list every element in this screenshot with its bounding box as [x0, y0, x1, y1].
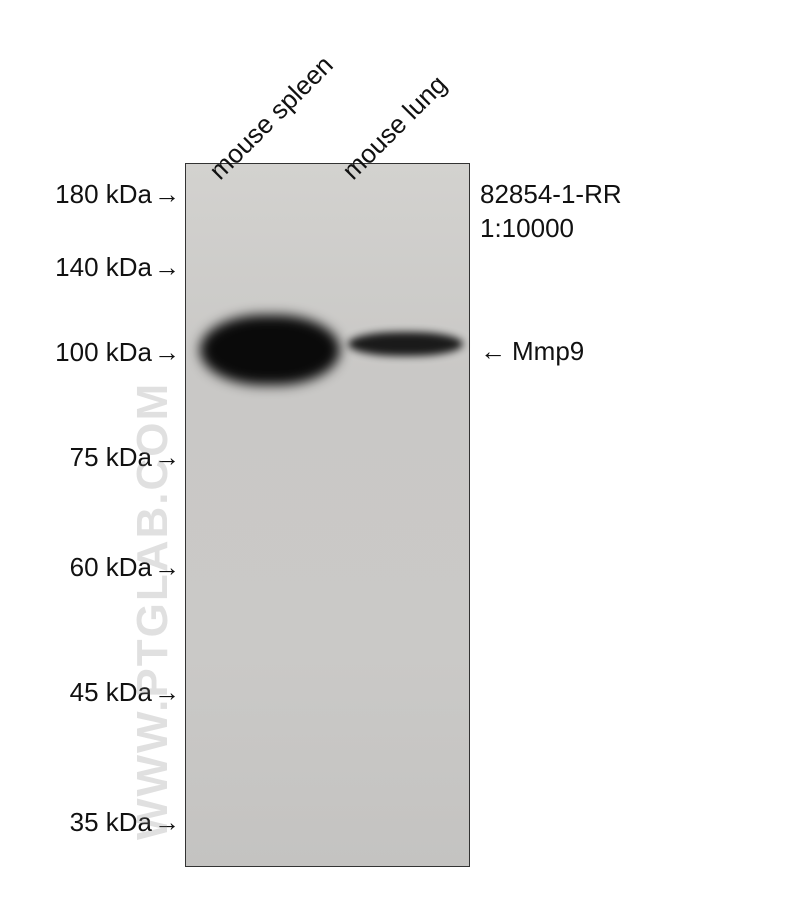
mw-text: 45 kDa — [70, 677, 152, 707]
arrow-left-icon: ← — [480, 336, 506, 367]
western-blot-figure: mouse spleen mouse lung 180 kDa→ 140 kDa… — [0, 0, 800, 903]
mw-marker-45: 45 kDa→ — [0, 677, 180, 708]
mw-text: 60 kDa — [70, 552, 152, 582]
mw-marker-140: 140 kDa→ — [0, 252, 180, 283]
blot-membrane — [185, 163, 470, 867]
arrow-right-icon: → — [154, 252, 180, 283]
mw-text: 140 kDa — [55, 252, 152, 282]
band-lane1-mmp9 — [200, 315, 340, 385]
arrow-right-icon: → — [154, 179, 180, 210]
mw-text: 180 kDa — [55, 179, 152, 209]
arrow-right-icon: → — [154, 552, 180, 583]
mw-text: 75 kDa — [70, 442, 152, 472]
mw-text: 35 kDa — [70, 807, 152, 837]
mw-text: 100 kDa — [55, 337, 152, 367]
arrow-right-icon: → — [154, 677, 180, 708]
arrow-right-icon: → — [154, 442, 180, 473]
target-annotation: ←Mmp9 — [480, 336, 584, 367]
arrow-right-icon: → — [154, 337, 180, 368]
product-dilution: 1:10000 — [480, 212, 622, 246]
mw-marker-100: 100 kDa→ — [0, 337, 180, 368]
target-name: Mmp9 — [512, 336, 584, 366]
band-lane2-mmp9 — [348, 332, 463, 356]
mw-marker-180: 180 kDa→ — [0, 179, 180, 210]
mw-marker-75: 75 kDa→ — [0, 442, 180, 473]
arrow-right-icon: → — [154, 807, 180, 838]
product-annotation: 82854-1-RR 1:10000 — [480, 178, 622, 246]
mw-marker-60: 60 kDa→ — [0, 552, 180, 583]
mw-marker-35: 35 kDa→ — [0, 807, 180, 838]
product-id: 82854-1-RR — [480, 178, 622, 212]
